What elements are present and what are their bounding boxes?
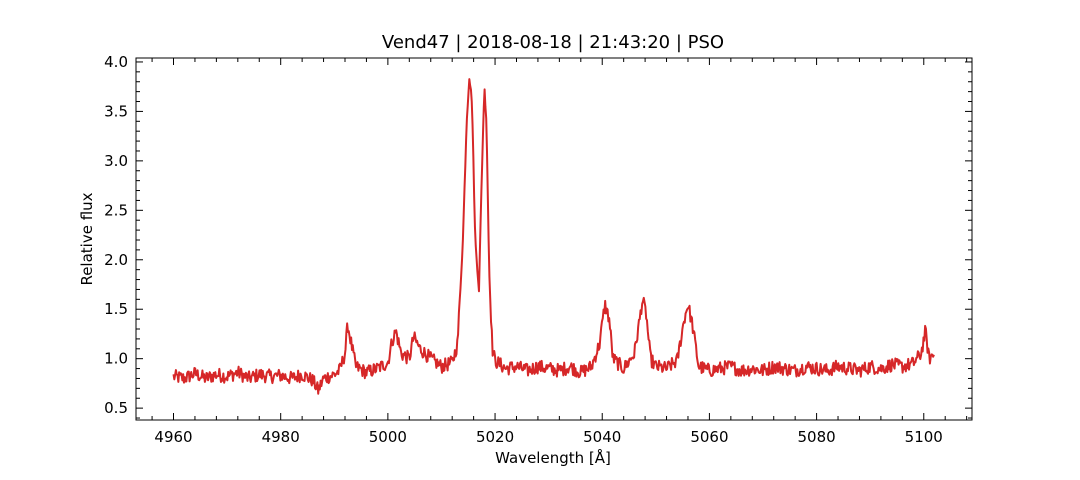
x-tick-label: 5060 [690, 428, 728, 446]
x-tick-label: 4960 [154, 428, 192, 446]
x-tick-label: 5000 [369, 428, 407, 446]
x-tick-label: 5100 [905, 428, 943, 446]
y-tick-label: 3.0 [104, 152, 128, 170]
axis-ticks: 4960 4980 5000 5020 5040 5060 5080 5100 0.5 1.0 1.… [104, 53, 972, 446]
y-tick-label: 1.5 [104, 300, 128, 318]
x-tick-label: 5020 [476, 428, 514, 446]
y-tick-label: 1.0 [104, 350, 128, 368]
x-axis-label: Wavelength [Å] [495, 448, 611, 467]
y-tick-label: 2.0 [104, 251, 128, 269]
y-tick-label: 2.5 [104, 201, 128, 219]
y-tick-label: 0.5 [104, 399, 128, 417]
spectrum-line-0 [172, 78, 935, 395]
chart-title: Vend47 | 2018-08-18 | 21:43:20 | PSO [382, 32, 724, 53]
y-axis-label: Relative flux [78, 192, 96, 285]
x-tick-label: 4980 [262, 428, 300, 446]
axes-frame [135, 57, 973, 421]
y-tick-label: 4.0 [104, 53, 128, 71]
y-tick-label: 3.5 [104, 102, 128, 120]
x-tick-label: 5040 [583, 428, 621, 446]
plot-area [172, 78, 935, 395]
x-tick-label: 5080 [797, 428, 835, 446]
